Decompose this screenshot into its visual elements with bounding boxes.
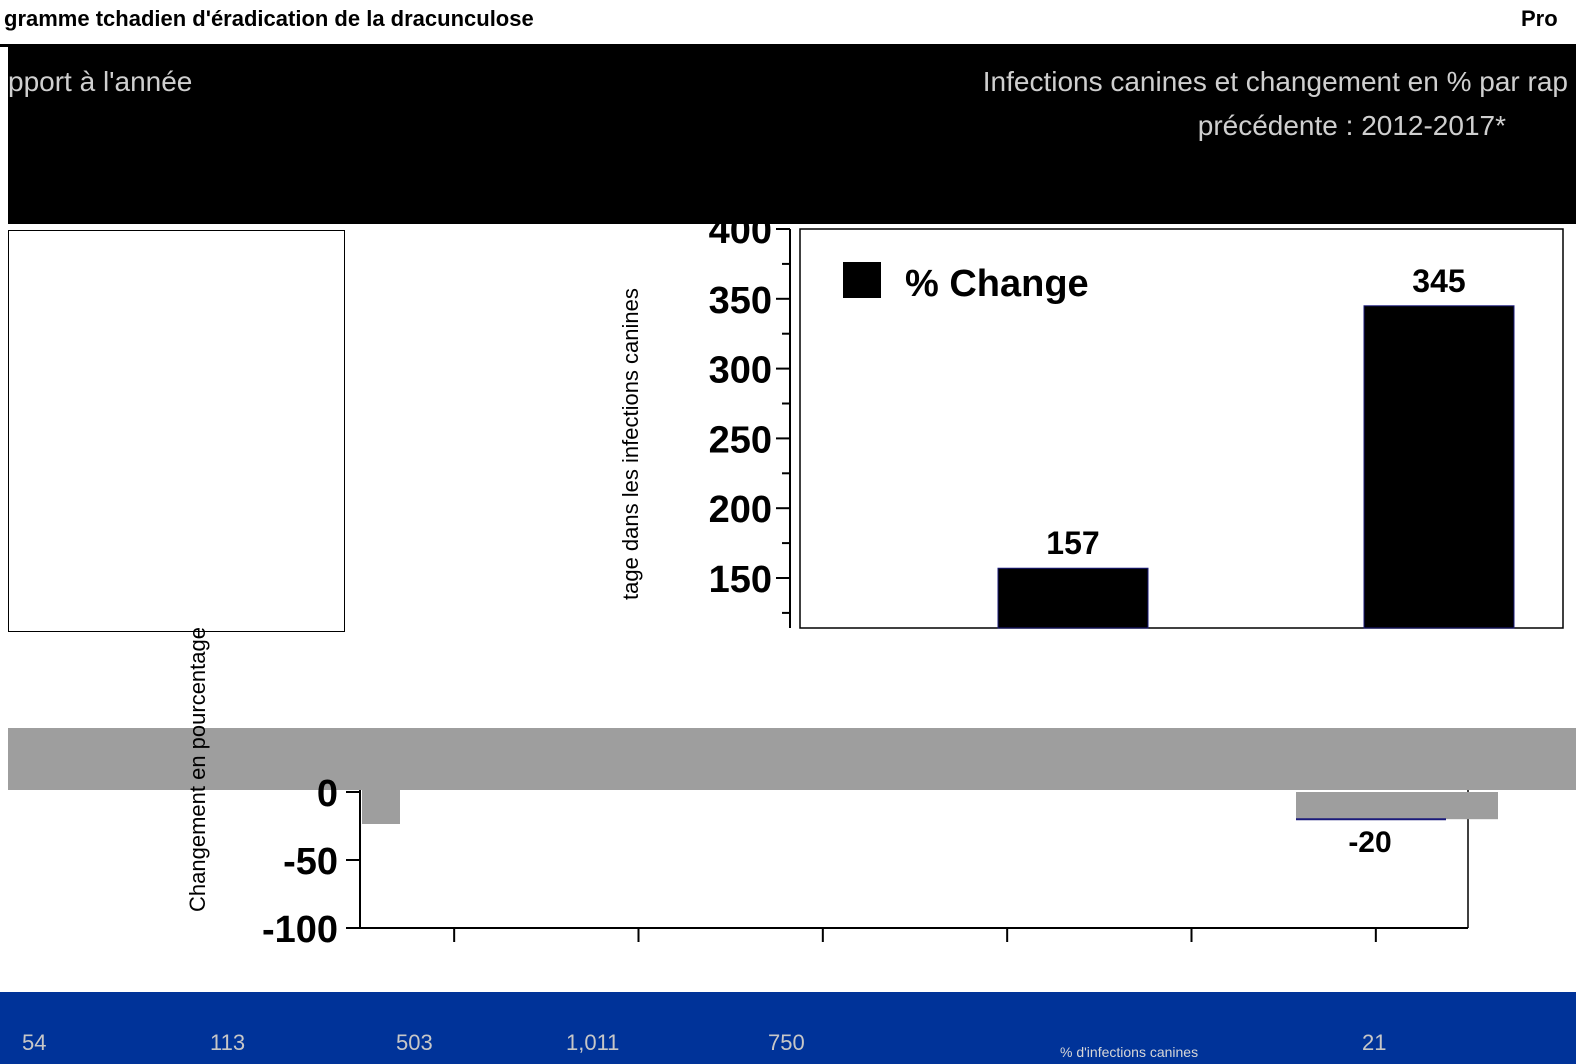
- upper-y-tick-label: 250: [709, 419, 772, 461]
- lower-bar-label-2017: -20: [1348, 826, 1391, 859]
- upper-bar-2014: [997, 567, 1149, 629]
- upper-y-axis-label: tage dans les infections canines: [618, 288, 643, 600]
- lower-y-tick-label: 0: [317, 773, 338, 815]
- upper-bar-2017*: [1363, 305, 1515, 629]
- header-right-line1: Infections canines et changement en % pa…: [982, 66, 1568, 97]
- upper-y-tick-label: 200: [709, 489, 772, 531]
- bottom-value: 54: [22, 1030, 47, 1055]
- legend-swatch: [843, 262, 881, 298]
- lower-plot-area: [362, 790, 1468, 927]
- lower-chart: 0 -50 -100 Changement en pourcentage -20: [185, 627, 1498, 951]
- bottom-caption: % d'infections canines: [1060, 1044, 1199, 1060]
- blue-band: [0, 992, 1576, 1064]
- lower-y-tick-label: -100: [262, 909, 338, 951]
- upper-bar-label-2014: 157: [1046, 525, 1099, 561]
- upper-y-tick-label: 150: [709, 559, 772, 601]
- lower-bar-2017: [1296, 792, 1498, 820]
- header-right-line2: précédente : 2012-2017*: [1197, 110, 1506, 141]
- upper-bar-label-2017*: 345: [1412, 263, 1465, 299]
- upper-chart: 400 350 300 250 200 150 tage dans les infectio…: [618, 210, 1564, 629]
- bottom-value: 21: [1362, 1030, 1387, 1055]
- page-title: gramme tchadien d'éradication de la drac…: [4, 6, 534, 31]
- gray-band: [8, 728, 1576, 790]
- bottom-value: 750: [768, 1030, 805, 1055]
- lower-bar-2012-remnant: [362, 790, 400, 824]
- left-panel-frame: [8, 230, 345, 632]
- bottom-value: 113: [210, 1030, 246, 1055]
- legend-label: % Change: [905, 263, 1089, 305]
- upper-y-tick-label: 350: [709, 280, 772, 322]
- bottom-value: 503: [396, 1030, 433, 1055]
- header-band: [8, 44, 1576, 224]
- upper-y-tick-label: 300: [709, 350, 772, 392]
- bottom-value: 1,011: [566, 1030, 620, 1055]
- upper-y-tick-label: 400: [709, 210, 772, 252]
- page-title-right: Pro: [1521, 6, 1558, 31]
- lower-y-axis-label: Changement en pourcentage: [185, 627, 210, 912]
- header-left-text: pport à l'année: [8, 66, 193, 97]
- lower-y-tick-label: -50: [283, 841, 338, 883]
